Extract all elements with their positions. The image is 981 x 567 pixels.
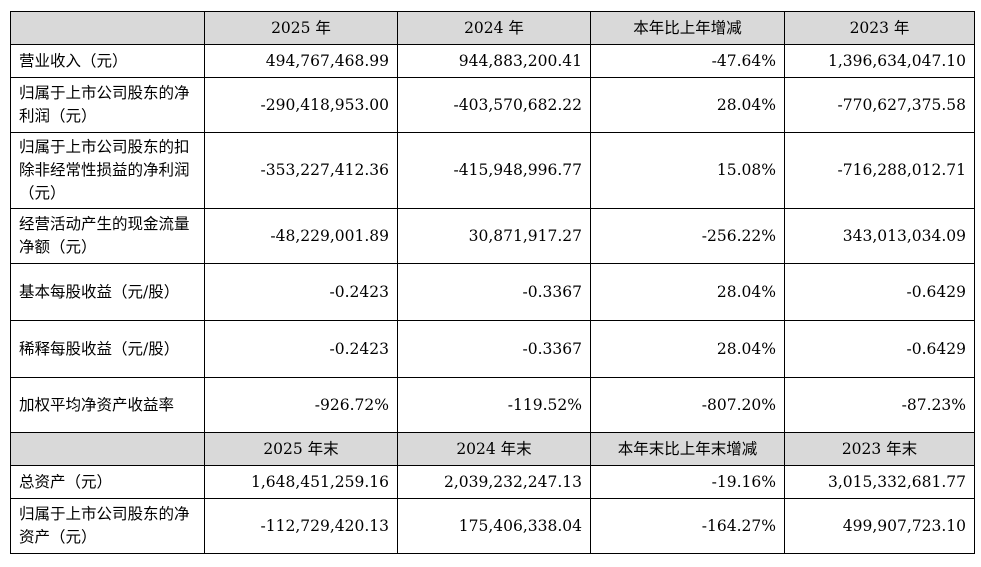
cell-2023: 499,907,723.10 — [784, 498, 975, 554]
row-label: 归属于上市公司股东的净资产（元） — [10, 498, 205, 554]
header-cell-change: 本年比上年增减 — [590, 11, 785, 45]
cell-2024: 944,883,200.41 — [397, 44, 591, 78]
table-row-diluted-eps: 稀释每股收益（元/股） -0.2423 -0.3367 28.04% -0.64… — [10, 320, 975, 378]
cell-2023: -0.6429 — [784, 263, 975, 321]
cell-change: -47.64% — [590, 44, 785, 78]
cell-2023: -770,627,375.58 — [784, 77, 975, 133]
row-label: 经营活动产生的现金流量净额（元） — [10, 208, 205, 264]
row-label: 加权平均净资产收益率 — [10, 377, 205, 433]
cell-2025: 494,767,468.99 — [204, 44, 398, 78]
header-cell-2024: 2024 年 — [397, 11, 591, 45]
cell-2025: 1,648,451,259.16 — [204, 465, 398, 499]
cell-2023: 1,396,634,047.10 — [784, 44, 975, 78]
header-cell-2025: 2025 年 — [204, 11, 398, 45]
cell-2025: -48,229,001.89 — [204, 208, 398, 264]
cell-2024: -415,948,996.77 — [397, 132, 591, 209]
cell-2024: 2,039,232,247.13 — [397, 465, 591, 499]
cell-2024: -0.3367 — [397, 320, 591, 378]
cell-2023: -0.6429 — [784, 320, 975, 378]
cell-2024: 30,871,917.27 — [397, 208, 591, 264]
header-cell-2025-end: 2025 年末 — [204, 432, 398, 466]
table-row-revenue: 营业收入（元） 494,767,468.99 944,883,200.41 -4… — [10, 44, 975, 78]
header-cell-2023-end: 2023 年末 — [784, 432, 975, 466]
row-label: 总资产（元） — [10, 465, 205, 499]
header-cell-2024-end: 2024 年末 — [397, 432, 591, 466]
row-label: 归属于上市公司股东的扣除非经常性损益的净利润（元） — [10, 132, 205, 209]
cell-2025: -112,729,420.13 — [204, 498, 398, 554]
cell-2024: 175,406,338.04 — [397, 498, 591, 554]
header-cell-change-end: 本年末比上年末增减 — [590, 432, 785, 466]
cell-2023: -716,288,012.71 — [784, 132, 975, 209]
cell-2024: -0.3367 — [397, 263, 591, 321]
header-row-annual: 2025 年 2024 年 本年比上年增减 2023 年 — [10, 11, 975, 45]
financial-summary-table-container: 2025 年 2024 年 本年比上年增减 2023 年 营业收入（元） 494… — [10, 11, 975, 554]
cell-2024: -119.52% — [397, 377, 591, 433]
table-row-total-assets: 总资产（元） 1,648,451,259.16 2,039,232,247.13… — [10, 465, 975, 499]
table-row-operating-cash-flow: 经营活动产生的现金流量净额（元） -48,229,001.89 30,871,9… — [10, 208, 975, 264]
header-cell-blank — [10, 432, 205, 466]
cell-2025: -0.2423 — [204, 263, 398, 321]
cell-change: -19.16% — [590, 465, 785, 499]
table-row-weighted-roe: 加权平均净资产收益率 -926.72% -119.52% -807.20% -8… — [10, 377, 975, 433]
cell-2023: 343,013,034.09 — [784, 208, 975, 264]
cell-change: -807.20% — [590, 377, 785, 433]
cell-2023: -87.23% — [784, 377, 975, 433]
table-row-net-profit-excl-nonrecurring: 归属于上市公司股东的扣除非经常性损益的净利润（元） -353,227,412.3… — [10, 132, 975, 209]
row-label: 稀释每股收益（元/股） — [10, 320, 205, 378]
table-row-net-assets: 归属于上市公司股东的净资产（元） -112,729,420.13 175,406… — [10, 498, 975, 554]
row-label: 营业收入（元） — [10, 44, 205, 78]
cell-change: 28.04% — [590, 263, 785, 321]
table-row-net-profit: 归属于上市公司股东的净利润（元） -290,418,953.00 -403,57… — [10, 77, 975, 133]
cell-2023: 3,015,332,681.77 — [784, 465, 975, 499]
cell-change: -256.22% — [590, 208, 785, 264]
header-row-year-end: 2025 年末 2024 年末 本年末比上年末增减 2023 年末 — [10, 432, 975, 466]
header-cell-2023: 2023 年 — [784, 11, 975, 45]
header-cell-blank — [10, 11, 205, 45]
cell-change: 15.08% — [590, 132, 785, 209]
cell-change: -164.27% — [590, 498, 785, 554]
row-label: 归属于上市公司股东的净利润（元） — [10, 77, 205, 133]
cell-2025: -290,418,953.00 — [204, 77, 398, 133]
cell-2024: -403,570,682.22 — [397, 77, 591, 133]
cell-2025: -0.2423 — [204, 320, 398, 378]
cell-change: 28.04% — [590, 77, 785, 133]
row-label: 基本每股收益（元/股） — [10, 263, 205, 321]
financial-summary-table: 2025 年 2024 年 本年比上年增减 2023 年 营业收入（元） 494… — [10, 11, 975, 554]
cell-2025: -353,227,412.36 — [204, 132, 398, 209]
table-row-basic-eps: 基本每股收益（元/股） -0.2423 -0.3367 28.04% -0.64… — [10, 263, 975, 321]
cell-change: 28.04% — [590, 320, 785, 378]
cell-2025: -926.72% — [204, 377, 398, 433]
